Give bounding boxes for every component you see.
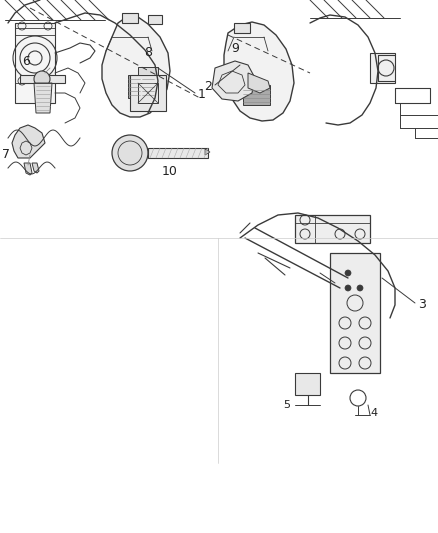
Polygon shape xyxy=(148,148,208,158)
Polygon shape xyxy=(128,75,140,98)
Text: 1: 1 xyxy=(198,88,206,101)
Text: 7: 7 xyxy=(2,149,10,161)
Polygon shape xyxy=(122,13,138,23)
Polygon shape xyxy=(142,75,154,98)
Text: 5: 5 xyxy=(283,400,290,410)
Polygon shape xyxy=(295,215,370,243)
Ellipse shape xyxy=(345,270,351,276)
Polygon shape xyxy=(20,75,65,83)
Polygon shape xyxy=(138,67,158,75)
Polygon shape xyxy=(205,149,210,155)
Text: 8: 8 xyxy=(144,46,152,59)
Polygon shape xyxy=(130,75,166,111)
Polygon shape xyxy=(15,23,55,103)
Polygon shape xyxy=(224,22,294,121)
Text: 10: 10 xyxy=(162,165,178,178)
Polygon shape xyxy=(234,23,250,33)
Text: 3: 3 xyxy=(418,298,426,311)
Polygon shape xyxy=(243,85,270,105)
Text: 6: 6 xyxy=(22,55,30,68)
Ellipse shape xyxy=(345,285,351,291)
Ellipse shape xyxy=(112,135,148,171)
Text: 4: 4 xyxy=(370,408,377,418)
Ellipse shape xyxy=(357,285,363,291)
Polygon shape xyxy=(248,73,270,93)
Polygon shape xyxy=(212,61,255,101)
Polygon shape xyxy=(32,163,39,173)
Polygon shape xyxy=(330,253,380,373)
Polygon shape xyxy=(295,373,320,395)
Polygon shape xyxy=(12,125,45,158)
Polygon shape xyxy=(34,83,52,113)
Polygon shape xyxy=(370,53,395,83)
Polygon shape xyxy=(102,16,170,117)
Text: 9: 9 xyxy=(231,42,239,55)
Polygon shape xyxy=(148,15,162,24)
Ellipse shape xyxy=(34,71,50,87)
Text: 2: 2 xyxy=(204,80,212,93)
Polygon shape xyxy=(24,163,32,175)
